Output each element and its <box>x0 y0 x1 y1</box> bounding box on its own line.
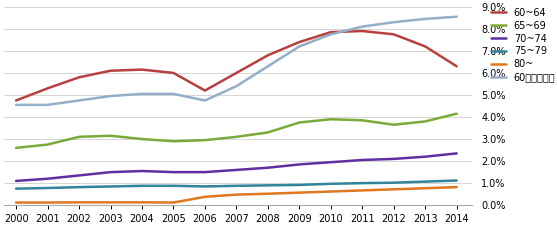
65~69 <box>202 139 208 141</box>
60歳以上総数 <box>13 104 19 106</box>
60歳以上総数 <box>76 99 82 102</box>
60~64 <box>76 76 82 79</box>
70~74 <box>453 152 460 155</box>
70~74 <box>422 155 428 158</box>
80~ <box>422 187 428 190</box>
60~64 <box>359 30 365 32</box>
70~74 <box>233 169 240 171</box>
70~74 <box>76 174 82 177</box>
65~69 <box>13 146 19 149</box>
75~79 <box>170 184 177 187</box>
75~79 <box>202 185 208 188</box>
60歳以上総数 <box>359 25 365 28</box>
75~79 <box>265 184 271 187</box>
Line: 70~74: 70~74 <box>16 153 457 181</box>
65~69 <box>422 120 428 123</box>
70~74 <box>44 177 51 180</box>
65~69 <box>359 119 365 122</box>
75~79 <box>13 187 19 190</box>
65~69 <box>44 143 51 146</box>
70~74 <box>107 171 114 173</box>
60歳以上総数 <box>170 92 177 95</box>
Line: 80~: 80~ <box>16 187 457 202</box>
60~64 <box>453 65 460 68</box>
60歳以上総数 <box>44 104 51 106</box>
80~ <box>390 188 397 191</box>
65~69 <box>170 140 177 143</box>
60歳以上総数 <box>202 99 208 102</box>
Legend: 60~64, 65~69, 70~74, 75~79, 80~, 60歳以上総数: 60~64, 65~69, 70~74, 75~79, 80~, 60歳以上総数 <box>491 8 555 82</box>
75~79 <box>296 184 302 186</box>
70~74 <box>359 159 365 161</box>
65~69 <box>139 138 145 141</box>
80~ <box>170 201 177 204</box>
60~64 <box>296 41 302 43</box>
70~74 <box>328 161 334 164</box>
Line: 60~64: 60~64 <box>16 31 457 101</box>
80~ <box>139 201 145 204</box>
60~64 <box>107 69 114 72</box>
70~74 <box>265 166 271 169</box>
60~64 <box>13 99 19 102</box>
75~79 <box>390 181 397 184</box>
Line: 75~79: 75~79 <box>16 180 457 189</box>
75~79 <box>359 182 365 185</box>
80~ <box>107 201 114 204</box>
60歳以上総数 <box>390 21 397 24</box>
80~ <box>296 191 302 194</box>
70~74 <box>170 171 177 173</box>
65~69 <box>296 121 302 124</box>
70~74 <box>296 163 302 166</box>
65~69 <box>265 131 271 134</box>
75~79 <box>44 187 51 189</box>
65~69 <box>107 134 114 137</box>
75~79 <box>107 185 114 188</box>
65~69 <box>390 123 397 126</box>
70~74 <box>13 180 19 182</box>
60~64 <box>422 45 428 48</box>
60~64 <box>328 31 334 34</box>
80~ <box>265 192 271 195</box>
75~79 <box>233 184 240 187</box>
60歳以上総数 <box>453 15 460 18</box>
60歳以上総数 <box>422 17 428 20</box>
65~69 <box>328 118 334 121</box>
80~ <box>13 201 19 204</box>
65~69 <box>233 136 240 138</box>
60歳以上総数 <box>233 85 240 87</box>
70~74 <box>139 170 145 172</box>
80~ <box>44 201 51 204</box>
80~ <box>233 193 240 196</box>
60~64 <box>139 68 145 71</box>
65~69 <box>453 112 460 115</box>
75~79 <box>422 180 428 183</box>
70~74 <box>390 158 397 160</box>
70~74 <box>202 171 208 173</box>
60歳以上総数 <box>139 92 145 95</box>
80~ <box>359 189 365 192</box>
60歳以上総数 <box>107 95 114 97</box>
60~64 <box>170 72 177 74</box>
65~69 <box>76 136 82 138</box>
60~64 <box>202 89 208 92</box>
80~ <box>202 195 208 198</box>
75~79 <box>328 183 334 185</box>
Line: 65~69: 65~69 <box>16 114 457 148</box>
60歳以上総数 <box>265 65 271 68</box>
60~64 <box>265 54 271 57</box>
60~64 <box>44 87 51 90</box>
60歳以上総数 <box>296 45 302 48</box>
Line: 60歳以上総数: 60歳以上総数 <box>16 17 457 105</box>
75~79 <box>76 186 82 188</box>
75~79 <box>139 184 145 187</box>
60~64 <box>390 33 397 36</box>
80~ <box>453 186 460 188</box>
60歳以上総数 <box>328 33 334 36</box>
75~79 <box>453 179 460 182</box>
80~ <box>76 201 82 204</box>
60~64 <box>233 72 240 74</box>
80~ <box>328 190 334 193</box>
